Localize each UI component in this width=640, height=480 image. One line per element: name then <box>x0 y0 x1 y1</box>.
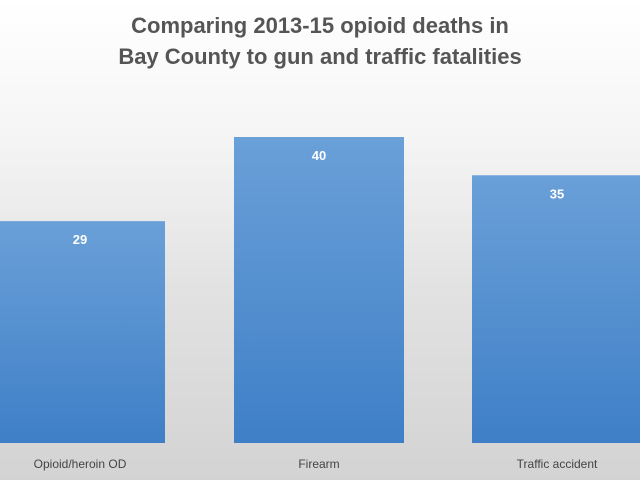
data-label-opioid-heroin-od: 29 <box>73 232 87 247</box>
chart-title-line-2: Bay County to gun and traffic fatalities <box>118 44 522 69</box>
data-label-firearm: 40 <box>312 148 326 163</box>
category-label-traffic-accident: Traffic accident <box>517 457 598 471</box>
category-label-firearm: Firearm <box>298 457 339 471</box>
category-labels-group: Opioid/heroin OD Firearm Traffic accident <box>34 457 598 471</box>
bar-firearm <box>234 137 404 443</box>
bar-traffic-accident <box>472 175 640 443</box>
category-label-opioid-heroin-od: Opioid/heroin OD <box>34 457 127 471</box>
data-labels-group: 29 40 35 <box>73 148 564 247</box>
data-label-traffic-accident: 35 <box>550 186 564 201</box>
chart-title-line-1: Comparing 2013-15 opioid deaths in <box>131 13 509 38</box>
bar-opioid-heroin-od <box>0 221 165 443</box>
chart-title: Comparing 2013-15 opioid deaths in Bay C… <box>0 10 640 72</box>
bars-group <box>0 137 640 443</box>
